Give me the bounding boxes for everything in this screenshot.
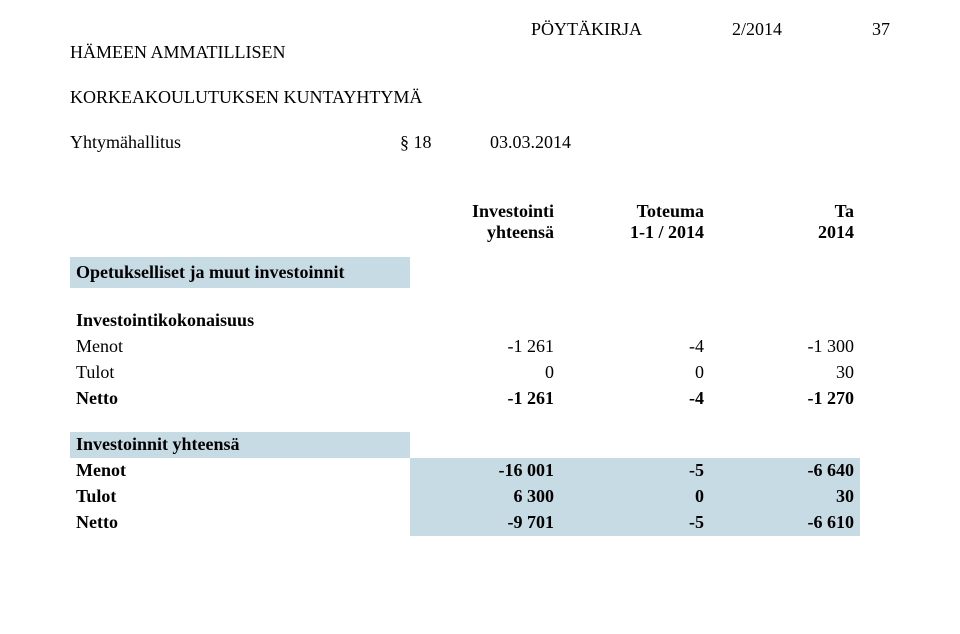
table-row-netto: Netto -1 261 -4 -1 270 bbox=[70, 386, 890, 412]
meeting-row: Yhtymähallitus § 18 03.03.2014 bbox=[70, 132, 890, 153]
row-label: Netto bbox=[70, 510, 410, 536]
col-head-toteuma: Toteuma 1-1 / 2014 bbox=[560, 201, 710, 243]
col-head-1-line2: yhteensä bbox=[487, 222, 554, 242]
org-line1: HÄMEEN AMMATILLISEN bbox=[70, 42, 286, 62]
row-val: -1 261 bbox=[410, 386, 560, 412]
row-val: -5 bbox=[560, 510, 710, 536]
doc-number: 2/2014 bbox=[732, 18, 782, 108]
col-head-2-line1: Toteuma bbox=[637, 201, 704, 221]
col-head-2-line2: 1-1 / 2014 bbox=[630, 222, 704, 242]
org-line2: KORKEAKOULUTUKSEN KUNTAYHTYMÄ bbox=[70, 87, 422, 107]
row-val: -9 701 bbox=[410, 510, 560, 536]
column-headers: Investointi yhteensä Toteuma 1-1 / 2014 … bbox=[70, 201, 890, 243]
document-header: HÄMEEN AMMATILLISEN KORKEAKOULUTUKSEN KU… bbox=[70, 18, 890, 108]
row-val: 0 bbox=[560, 360, 710, 386]
col-head-empty bbox=[70, 201, 410, 243]
row-val: -4 bbox=[560, 334, 710, 360]
org-name: HÄMEEN AMMATILLISEN KORKEAKOULUTUKSEN KU… bbox=[70, 18, 422, 108]
row-val: 30 bbox=[710, 484, 860, 510]
section-title-opetukselliset: Opetukselliset ja muut investoinnit bbox=[70, 257, 890, 288]
section-title-yhteensa: Investoinnit yhteensä bbox=[70, 432, 890, 458]
section-title: Investoinnit yhteensä bbox=[70, 432, 410, 458]
col-head-3-line1: Ta bbox=[835, 201, 854, 221]
row-label: Netto bbox=[70, 386, 410, 412]
subsection-title: Investointikokonaisuus bbox=[70, 308, 410, 334]
doc-type: PÖYTÄKIRJA bbox=[531, 18, 642, 108]
subsection-title-row: Investointikokonaisuus bbox=[70, 308, 890, 334]
page: HÄMEEN AMMATILLISEN KORKEAKOULUTUKSEN KU… bbox=[0, 0, 960, 536]
meeting-section: § 18 bbox=[400, 132, 490, 153]
row-val: 0 bbox=[560, 484, 710, 510]
row-label: Tulot bbox=[70, 484, 410, 510]
row-val: -1 261 bbox=[410, 334, 560, 360]
row-label: Menot bbox=[70, 334, 410, 360]
table-row: Menot -16 001 -5 -6 640 bbox=[70, 458, 890, 484]
investments-table: Investointi yhteensä Toteuma 1-1 / 2014 … bbox=[70, 201, 890, 536]
row-label: Tulot bbox=[70, 360, 410, 386]
table-row-netto: Netto -9 701 -5 -6 610 bbox=[70, 510, 890, 536]
row-val: 6 300 bbox=[410, 484, 560, 510]
row-val: -5 bbox=[560, 458, 710, 484]
row-val: -1 300 bbox=[710, 334, 860, 360]
meeting-body: Yhtymähallitus bbox=[70, 132, 400, 153]
row-val: -4 bbox=[560, 386, 710, 412]
table-row: Tulot 6 300 0 30 bbox=[70, 484, 890, 510]
col-head-investointi: Investointi yhteensä bbox=[410, 201, 560, 243]
col-head-1-line1: Investointi bbox=[472, 201, 554, 221]
table-row: Menot -1 261 -4 -1 300 bbox=[70, 334, 890, 360]
page-number: 37 bbox=[872, 18, 890, 108]
row-label: Menot bbox=[70, 458, 410, 484]
meeting-date: 03.03.2014 bbox=[490, 132, 571, 153]
header-right: PÖYTÄKIRJA 2/2014 37 bbox=[531, 18, 890, 108]
row-val: 30 bbox=[710, 360, 860, 386]
col-head-3-line2: 2014 bbox=[818, 222, 854, 242]
row-val: -6 640 bbox=[710, 458, 860, 484]
table-row: Tulot 0 0 30 bbox=[70, 360, 890, 386]
row-val: -16 001 bbox=[410, 458, 560, 484]
row-val: 0 bbox=[410, 360, 560, 386]
row-val: -6 610 bbox=[710, 510, 860, 536]
col-head-ta: Ta 2014 bbox=[710, 201, 860, 243]
row-val: -1 270 bbox=[710, 386, 860, 412]
section-title: Opetukselliset ja muut investoinnit bbox=[70, 257, 410, 288]
